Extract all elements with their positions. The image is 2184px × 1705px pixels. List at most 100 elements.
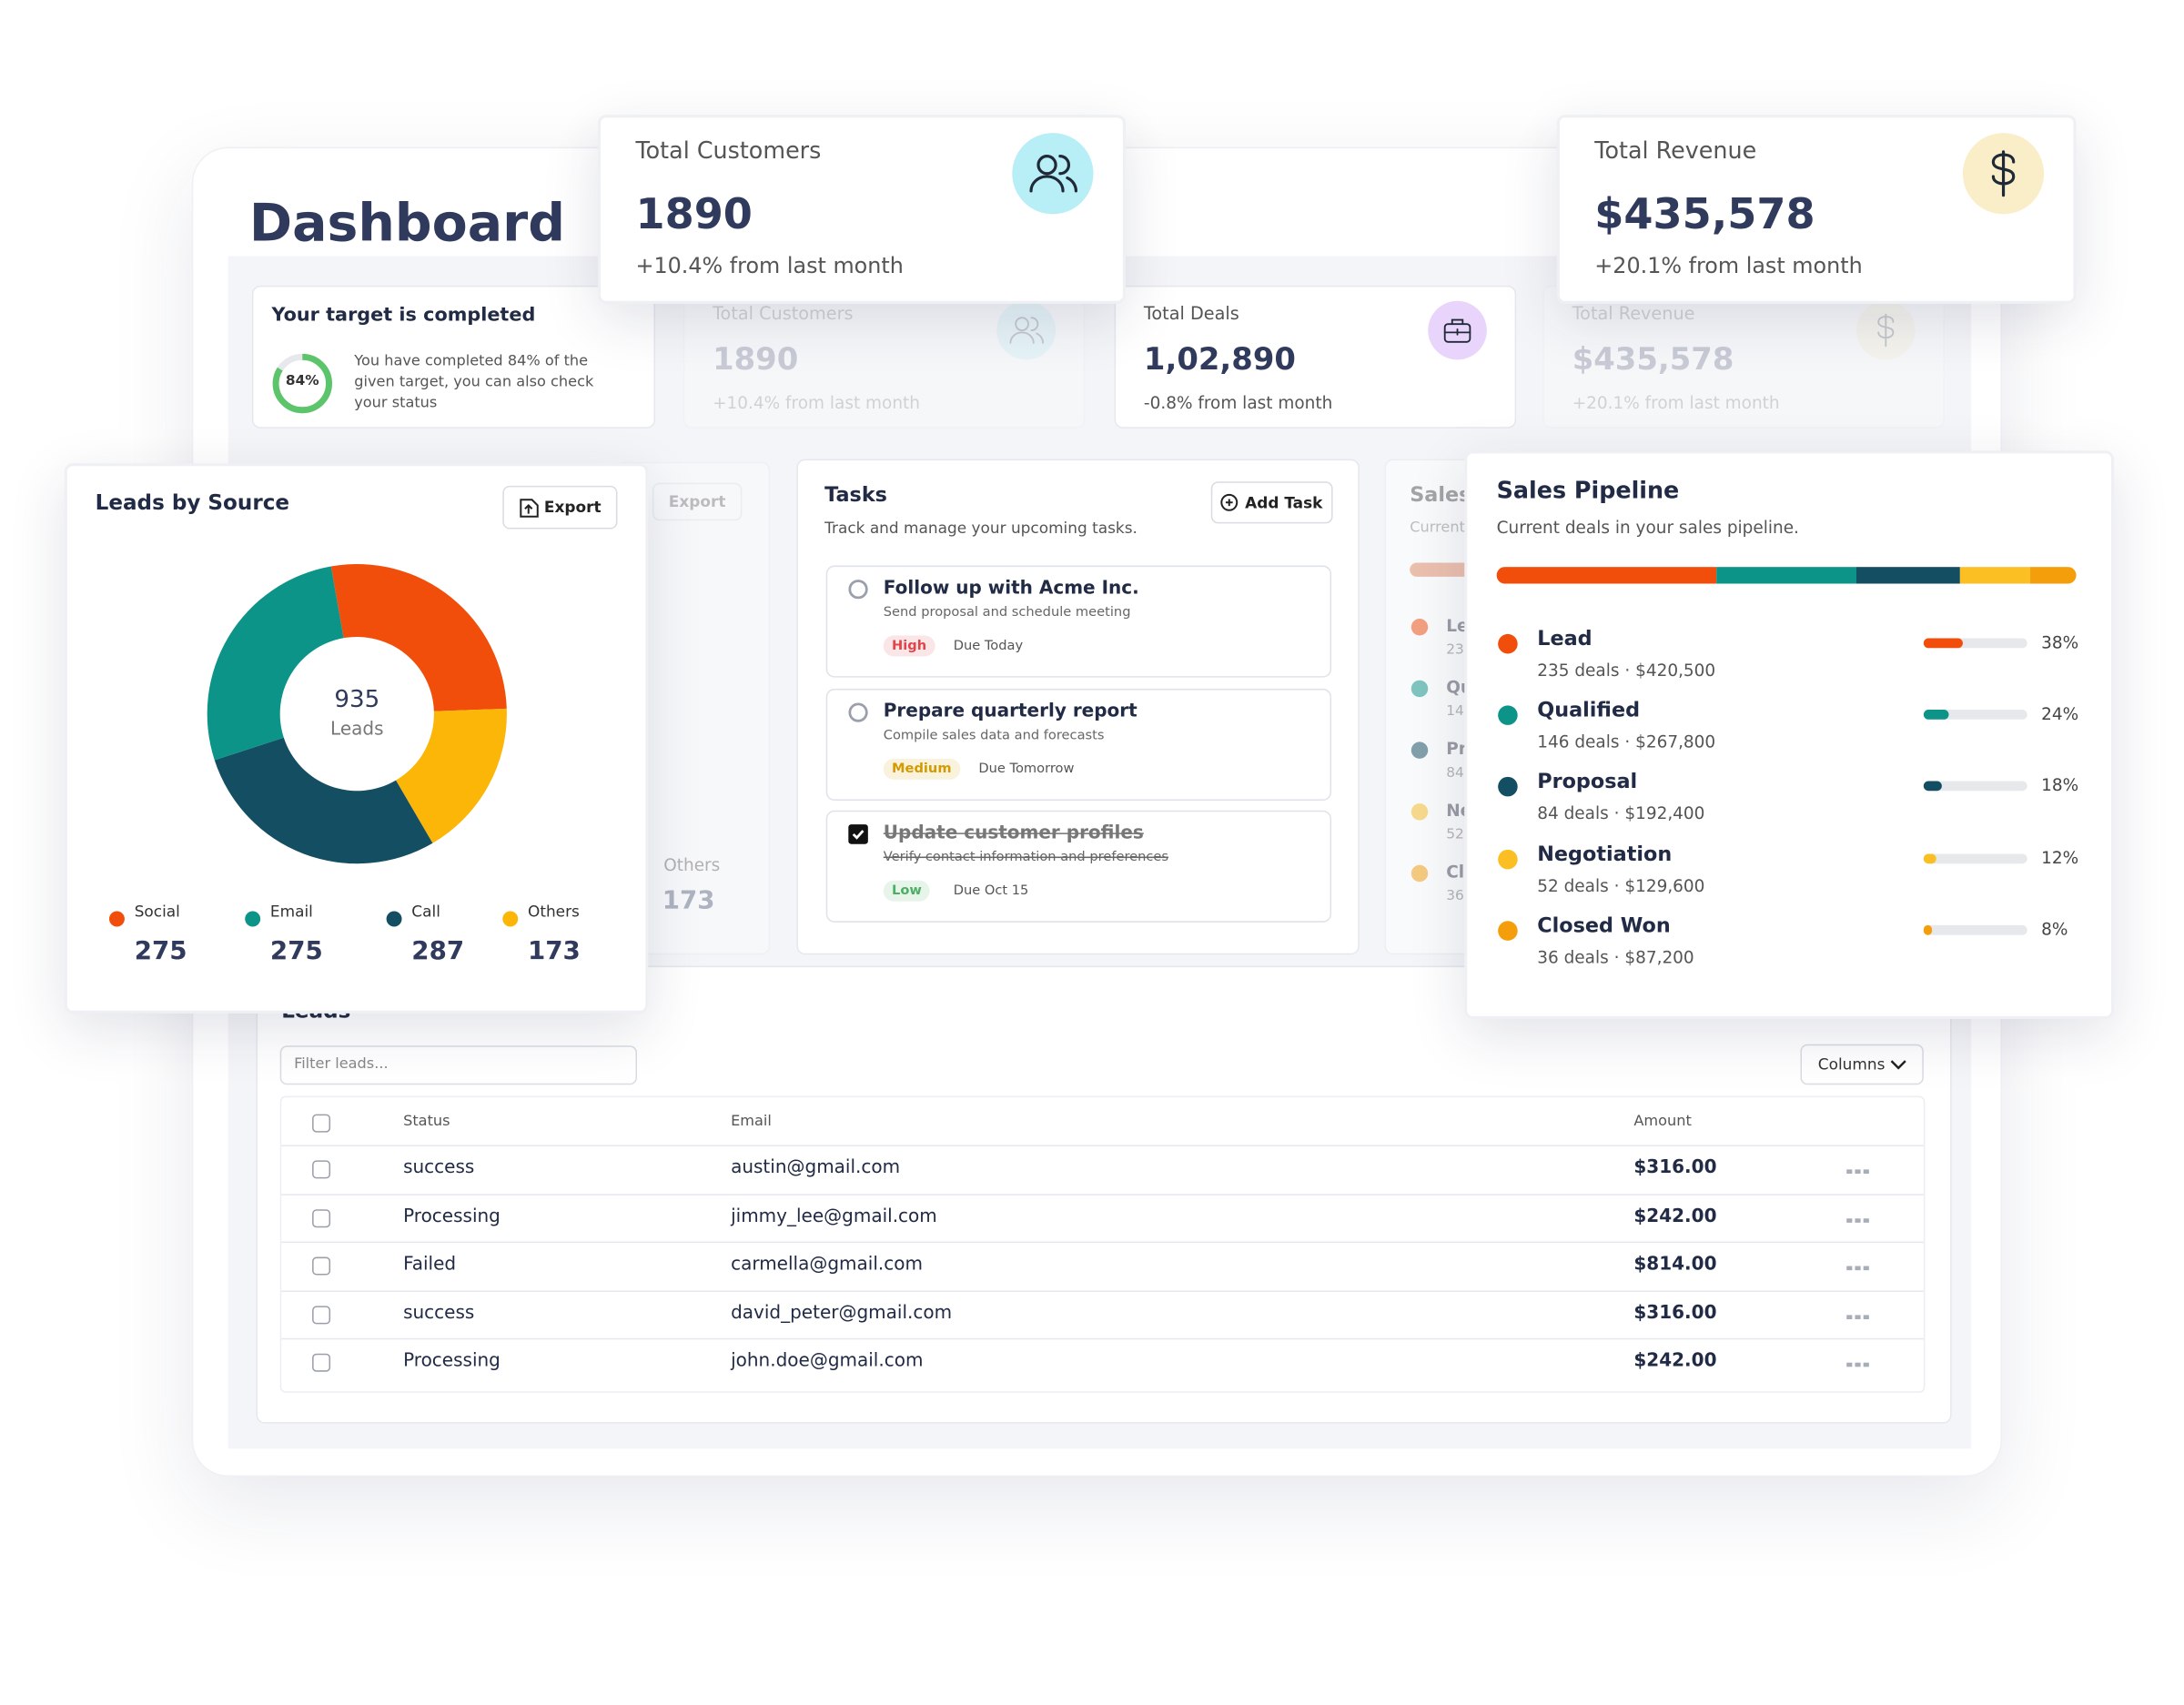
tasks-subtitle: Track and manage your upcoming tasks. <box>824 519 1138 538</box>
table-row: Processing john.doe@gmail.com $242.00 <box>281 1337 1924 1387</box>
task-checkbox[interactable] <box>848 580 868 600</box>
target-title: Your target is completed <box>271 303 536 327</box>
add-task-button[interactable]: Add Task <box>1210 481 1333 524</box>
stage-percent: 38% <box>2041 632 2079 652</box>
row-checkbox[interactable] <box>312 1114 331 1133</box>
row-checkbox[interactable] <box>312 1160 331 1179</box>
stat-card-highlight: Total Customers 1890 +10.4% from last mont… <box>597 115 1126 304</box>
stage-progress <box>1923 710 1949 721</box>
column-header: Amount <box>1633 1113 1692 1130</box>
menu-dot <box>1855 1314 1861 1319</box>
task-priority: Medium <box>883 758 960 780</box>
row-menu[interactable] <box>1846 1362 1869 1367</box>
task-checkbox[interactable] <box>848 701 868 721</box>
task-checkbox[interactable] <box>848 824 868 844</box>
icon <box>996 300 1057 360</box>
row-menu[interactable] <box>1846 1217 1869 1223</box>
menu-dot <box>1846 1314 1853 1319</box>
row-checkbox[interactable] <box>312 1353 331 1372</box>
stat-title: Total Revenue <box>1594 136 1757 165</box>
legend-name: Call <box>411 903 440 922</box>
pipeline-segment <box>1855 567 1961 584</box>
table-cell: austin@gmail.com <box>731 1157 901 1179</box>
filter-input[interactable]: Filter leads... <box>279 1045 638 1085</box>
legend-value: 173 <box>528 936 581 966</box>
donut-segment <box>207 566 344 761</box>
export-button[interactable]: Export <box>502 485 618 530</box>
stat-change: +10.4% from last month <box>713 393 920 413</box>
stat-change: +20.1% from last month <box>1594 253 1863 279</box>
icon <box>848 580 868 600</box>
icon-bg <box>1856 300 1916 360</box>
menu-dot <box>1846 1169 1853 1175</box>
row-checkbox[interactable] <box>312 1208 331 1227</box>
stat-title: Total Deals <box>1143 302 1239 324</box>
stat-value: $435,578 <box>1572 342 1734 378</box>
menu-dot <box>1846 1266 1853 1271</box>
task-due: Due Today <box>953 638 1024 654</box>
row-menu[interactable] <box>1846 1314 1869 1319</box>
pipeline-segment <box>2029 567 2077 584</box>
stage-progress <box>1923 852 1936 863</box>
stage-track <box>1923 852 2027 863</box>
stage-dot <box>1410 803 1429 821</box>
page-title: Dashboard <box>248 193 566 254</box>
stat-card: Total Customers 1890 +10.4% from last mont… <box>682 285 1086 429</box>
stage-name: Lead <box>1537 628 1592 651</box>
stat-value: 1890 <box>635 190 753 240</box>
pipeline-bar <box>1496 567 2077 584</box>
stage-track <box>1923 782 2027 792</box>
export-button[interactable]: Export <box>652 482 743 521</box>
menu-dot <box>1863 1362 1869 1367</box>
legend-name: Others <box>528 903 580 922</box>
icon <box>848 701 868 721</box>
leads-table: Status Email Amount success austin@gmail.com… <box>279 1095 1926 1393</box>
legend-name: Others <box>663 855 721 875</box>
target-card: Your target is completed 84% You have comp… <box>251 285 656 429</box>
stage-track <box>1923 924 2027 935</box>
stage-dot <box>1410 864 1429 883</box>
columns-button[interactable]: Columns <box>1800 1044 1924 1085</box>
table-row: success austin@gmail.com $316.00 <box>281 1145 1924 1193</box>
table-cell: Failed <box>403 1254 457 1276</box>
legend-dot <box>109 911 125 927</box>
row-menu[interactable] <box>1846 1266 1869 1271</box>
menu-dot <box>1846 1217 1853 1223</box>
task-due: Due Tomorrow <box>978 761 1075 777</box>
column-header: Status <box>403 1113 450 1130</box>
icon <box>1428 300 1487 360</box>
leads-source-title: Leads by Source <box>95 489 290 516</box>
legend-name: Email <box>269 903 313 922</box>
task-title: Follow up with Acme Inc. <box>883 578 1139 600</box>
menu-dot <box>1855 1266 1861 1271</box>
task-due: Due Oct 15 <box>953 883 1029 899</box>
chevron <box>1891 1059 1907 1069</box>
stat-card: Total Revenue $435,578 +20.1% from last mo… <box>1542 285 1945 429</box>
menu-dot <box>1863 1169 1869 1175</box>
stage-track <box>1923 638 2027 649</box>
tasks-card: Tasks Track and manage your upcoming task… <box>796 459 1360 955</box>
table-cell: $316.00 <box>1633 1157 1717 1179</box>
stage-name: Qualified <box>1537 700 1641 723</box>
stage-dot <box>1410 680 1429 698</box>
icon <box>1891 1059 1907 1069</box>
column-header: Email <box>731 1113 772 1130</box>
icon <box>1220 493 1239 511</box>
stage-track <box>1923 710 2027 721</box>
row-menu[interactable] <box>1846 1169 1869 1175</box>
legend-value: 287 <box>411 936 465 966</box>
stage-percent: 24% <box>2041 704 2079 724</box>
stage-progress <box>1923 924 1932 935</box>
stat-title: Total Revenue <box>1572 302 1695 324</box>
stage-percent: 18% <box>2041 775 2079 796</box>
row-checkbox[interactable] <box>312 1256 331 1276</box>
icon-bg <box>996 300 1057 360</box>
table-cell: $814.00 <box>1633 1254 1717 1276</box>
icon <box>848 824 868 844</box>
stage-dot <box>1498 849 1518 869</box>
row-checkbox[interactable] <box>312 1305 331 1324</box>
legend-value: 275 <box>269 936 323 966</box>
stat-change: +20.1% from last month <box>1572 393 1780 413</box>
task-priority: Low <box>883 880 931 902</box>
pipeline-subtitle: Current deals in your sales pipeline. <box>1496 518 1799 538</box>
